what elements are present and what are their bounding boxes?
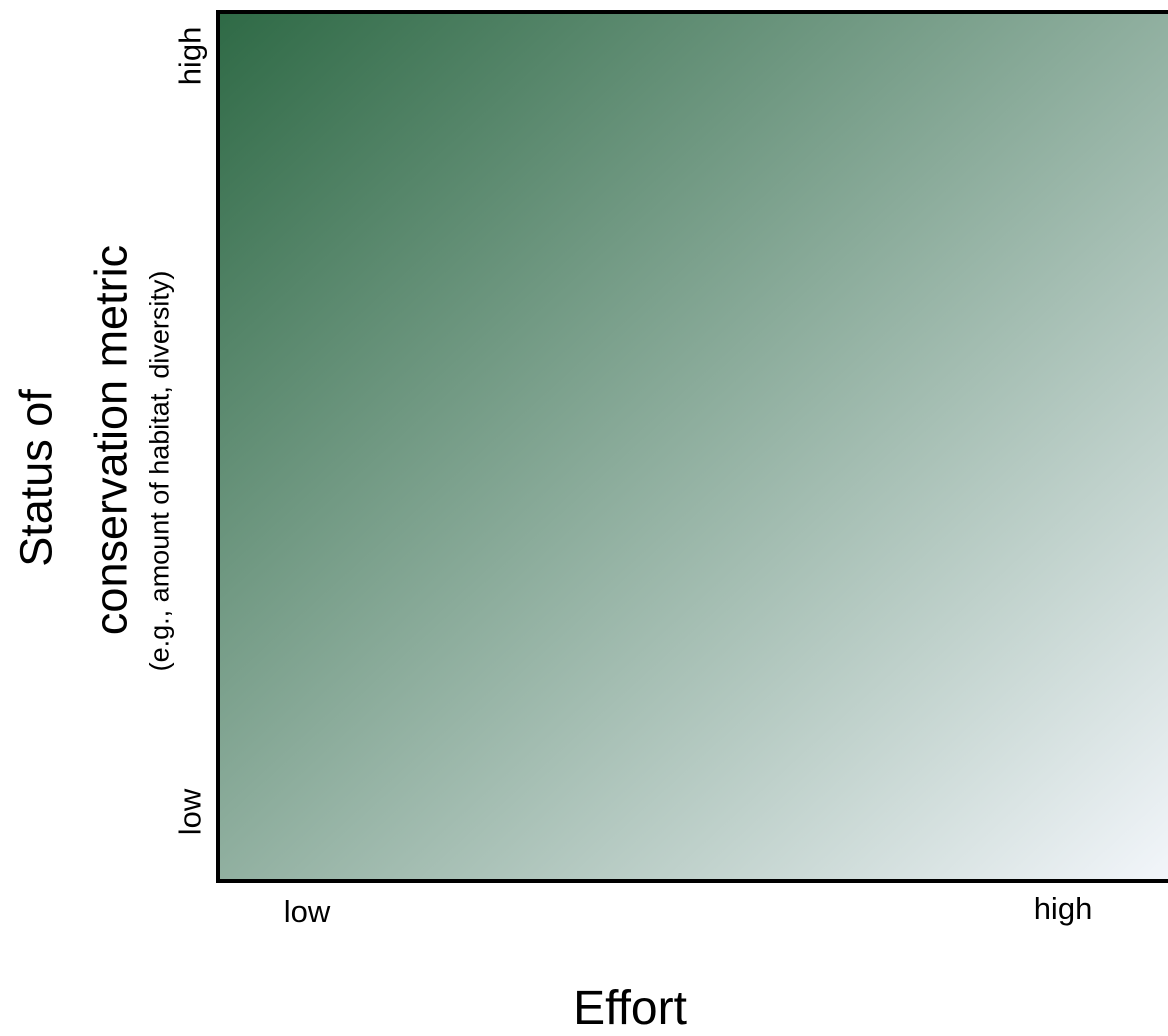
- plot-area: [216, 10, 1168, 883]
- x-tick-low: low: [283, 894, 331, 929]
- gradient-field: [220, 14, 1168, 879]
- y-axis-title-line3: (e.g., amount of habitat, diversity): [144, 270, 175, 672]
- y-axis-title-line2: conservation metric: [85, 244, 137, 636]
- y-tick-low: low: [172, 788, 208, 836]
- y-axis-title-line1: Status of: [10, 389, 62, 567]
- y-tick-high: high: [172, 26, 208, 86]
- x-axis-title: Effort: [573, 982, 687, 1035]
- x-tick-high: high: [1033, 891, 1093, 926]
